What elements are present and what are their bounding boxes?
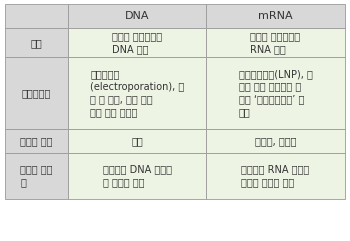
Bar: [5, 28, 68, 57]
Bar: [206, 57, 345, 129]
Text: 원재료인 RNA 마이크
로그램 단위로 투입: 원재료인 RNA 마이크 로그램 단위로 투입: [241, 165, 310, 187]
Text: 항원을 암호화하는
DNA 주입: 항원을 암호화하는 DNA 주입: [112, 31, 162, 54]
Bar: [68, 57, 206, 129]
Text: 모더나, 화이자: 모더나, 화이자: [255, 136, 296, 146]
Text: 전기천공법
(electroporation), 동
증 및 경련, 심한 경우
조직 괴사 부작용: 전기천공법 (electroporation), 동 증 및 경련, 심한 경우…: [90, 69, 184, 117]
Text: 약물전달체: 약물전달체: [22, 88, 51, 98]
Text: 원재료인 DNA 밀리그
램 단위로 투입: 원재료인 DNA 밀리그 램 단위로 투입: [103, 165, 172, 187]
Text: 원재료 투입
량: 원재료 투입 량: [20, 165, 53, 187]
Text: 지질나노입자(LNP), 심
각한 전신 알레르기 증
상인 ‘아나필락시스’ 부
작용: 지질나노입자(LNP), 심 각한 전신 알레르기 증 상인 ‘아나필락시스’ …: [239, 69, 313, 117]
Text: mRNA: mRNA: [258, 11, 293, 21]
Bar: [5, 129, 68, 153]
Bar: [206, 129, 345, 153]
Text: 없음: 없음: [131, 136, 143, 146]
Bar: [68, 129, 206, 153]
Bar: [5, 57, 68, 129]
Text: 상용화 백신: 상용화 백신: [20, 136, 53, 146]
Text: DNA: DNA: [125, 11, 149, 21]
Bar: [68, 4, 206, 28]
Bar: [206, 28, 345, 57]
Text: 항원을 암호화하는
RNA 주입: 항원을 암호화하는 RNA 주입: [251, 31, 301, 54]
Bar: [206, 153, 345, 199]
Bar: [5, 153, 68, 199]
Bar: [5, 4, 68, 28]
Bar: [68, 153, 206, 199]
Text: 기전: 기전: [31, 38, 43, 48]
Bar: [68, 28, 206, 57]
Bar: [206, 4, 345, 28]
